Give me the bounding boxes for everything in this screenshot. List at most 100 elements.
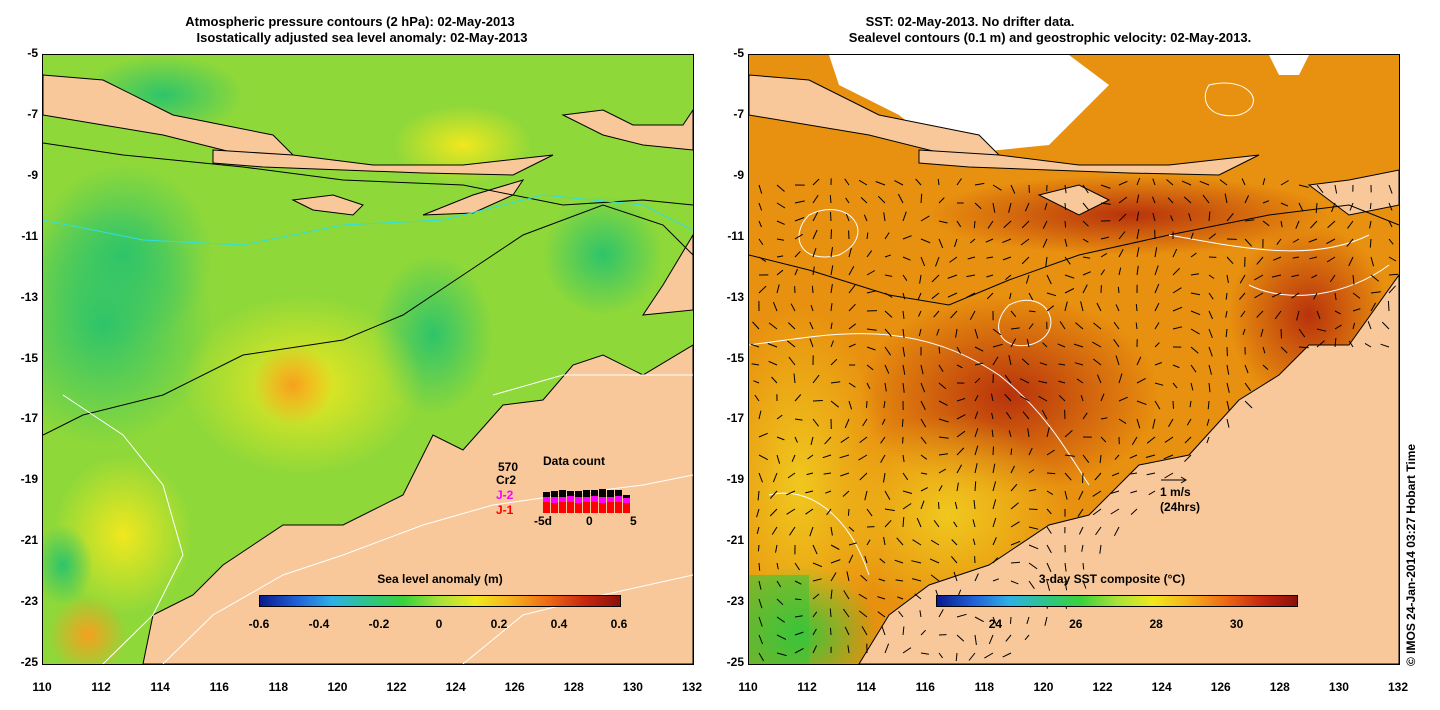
velocity-arrow <box>1331 202 1336 213</box>
right-lat-label: -13 <box>726 289 744 304</box>
velocity-arrow <box>1025 274 1030 284</box>
velocity-arrow <box>938 418 949 423</box>
velocity-arrow <box>1136 211 1140 222</box>
velocity-arrow <box>974 573 979 582</box>
velocity-arrow <box>812 611 818 618</box>
velocity-arrow <box>938 400 948 406</box>
right-lat-label: -5 <box>733 46 744 60</box>
data-count-bar-j2 <box>615 496 622 502</box>
velocity-arrow <box>772 301 778 312</box>
velocity-arrow <box>1296 310 1300 321</box>
velocity-arrow <box>1046 580 1051 591</box>
velocity-arrow <box>1082 220 1089 227</box>
velocity-arrow <box>1028 469 1035 474</box>
velocity-arrow <box>776 652 787 657</box>
velocity-arrow <box>1064 490 1068 500</box>
velocity-arrow <box>956 447 965 456</box>
velocity-arrow <box>1082 284 1088 294</box>
velocity-arrow <box>812 400 823 402</box>
right-lon-label: 120 <box>1033 680 1054 694</box>
velocity-arrow <box>776 202 786 209</box>
velocity-arrow <box>920 382 926 393</box>
velocity-arrow <box>1224 193 1228 204</box>
data-count-tick-end: 5 <box>630 514 637 528</box>
velocity-arrow <box>826 508 832 516</box>
velocity-arrow <box>1226 364 1230 375</box>
velocity-arrow <box>812 211 819 222</box>
velocity-arrow <box>912 539 922 546</box>
right-lon-label: 112 <box>797 680 817 694</box>
velocity-arrow <box>1334 324 1342 330</box>
velocity-arrow <box>920 215 930 222</box>
velocity-arrow <box>974 616 984 623</box>
velocity-arrow <box>830 627 832 636</box>
velocity-arrow <box>974 463 978 474</box>
velocity-arrow <box>1004 393 1012 402</box>
velocity-arrow <box>866 539 871 546</box>
velocity-arrow <box>1183 196 1192 204</box>
velocity-arrow <box>1352 274 1355 285</box>
velocity-arrow <box>1184 436 1192 444</box>
velocity-arrow <box>866 270 876 276</box>
velocity-arrow <box>902 382 905 393</box>
velocity-arrow <box>915 178 922 186</box>
velocity-arrow <box>956 430 966 438</box>
velocity-arrow <box>954 501 958 510</box>
velocity-arrow <box>1226 212 1234 222</box>
velocity-arrow <box>1208 274 1215 279</box>
velocity-arrow <box>1093 322 1102 330</box>
velocity-arrow <box>830 526 833 536</box>
velocity-arrow <box>1010 580 1019 585</box>
velocity-arrow <box>1295 220 1300 229</box>
velocity-arrow <box>864 555 868 564</box>
velocity-arrow <box>848 284 856 294</box>
velocity-arrow <box>1003 220 1012 229</box>
velocity-arrow <box>794 394 802 402</box>
velocity-arrow <box>884 643 890 654</box>
velocity-arrow <box>956 414 966 420</box>
velocity-arrow <box>1064 580 1068 591</box>
velocity-arrow <box>992 481 997 492</box>
velocity-arrow <box>1254 274 1264 281</box>
velocity-arrow <box>992 578 999 582</box>
velocity-arrow <box>758 410 762 420</box>
velocity-arrow <box>1347 220 1354 229</box>
imos-credit: © IMOS 24-Jan-2014 03:27 Hobart Time <box>1404 443 1418 666</box>
velocity-arrow <box>1367 321 1372 330</box>
velocity-arrow <box>768 322 778 330</box>
velocity-arrow <box>1059 321 1066 330</box>
velocity-arrow <box>953 571 958 582</box>
velocity-arrow <box>794 268 798 276</box>
velocity-arrow <box>1010 448 1013 456</box>
velocity-arrow <box>776 255 784 258</box>
velocity-arrow <box>1334 292 1337 300</box>
velocity-arrow <box>1262 178 1266 186</box>
velocity-arrow <box>902 211 907 222</box>
left-lon-label: 122 <box>386 680 407 694</box>
velocity-arrow <box>776 562 779 570</box>
velocity-arrow <box>1334 310 1341 315</box>
velocity-arrow <box>992 517 997 528</box>
velocity-arrow <box>992 557 999 564</box>
velocity-arrow <box>1008 202 1012 213</box>
velocity-arrow <box>866 232 869 240</box>
left-lon-label: 120 <box>327 680 348 694</box>
velocity-arrow <box>1208 346 1213 357</box>
velocity-arrow <box>1348 340 1354 348</box>
velocity-arrow <box>758 220 762 228</box>
velocity-arrow <box>866 250 873 258</box>
velocity-arrow <box>1046 274 1052 285</box>
data-count-bar-cr2 <box>551 491 558 497</box>
right-lon-label: 110 <box>738 680 758 694</box>
data-count-bar-j1 <box>583 502 590 513</box>
velocity-arrow <box>920 418 927 428</box>
velocity-arrow <box>1026 338 1030 348</box>
velocity-arrow <box>935 256 940 267</box>
velocity-arrow <box>1024 634 1030 641</box>
velocity-arrow <box>1207 400 1210 410</box>
velocity-arrow <box>830 572 837 582</box>
velocity-arrow <box>1028 292 1034 301</box>
velocity-arrow <box>1152 178 1156 186</box>
velocity-arrow <box>812 418 819 427</box>
velocity-arrow <box>969 238 976 244</box>
